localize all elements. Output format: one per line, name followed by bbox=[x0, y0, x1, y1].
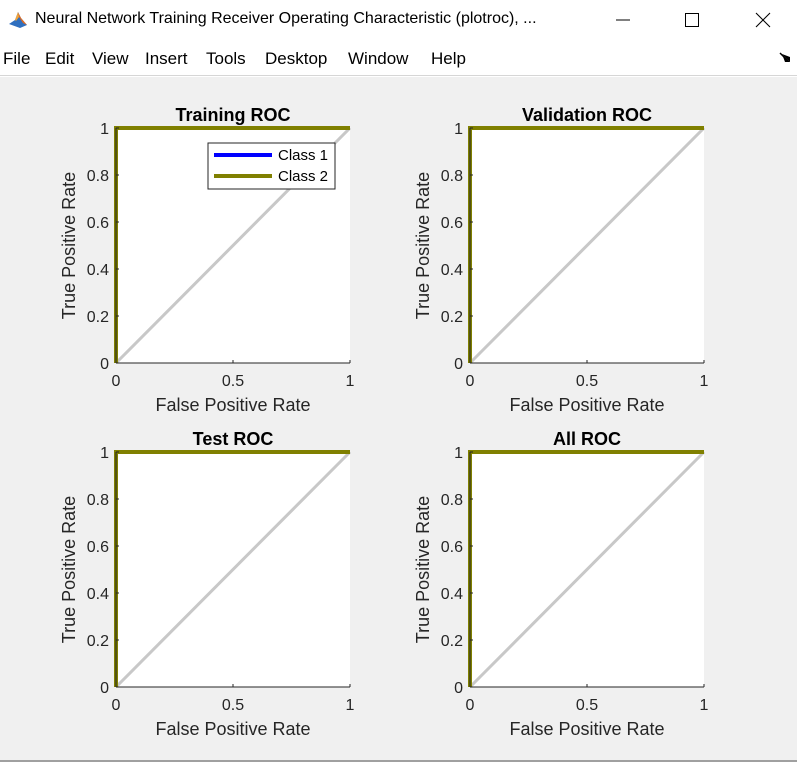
menu-file[interactable]: File bbox=[3, 49, 31, 68]
y-tick-label: 0.6 bbox=[87, 539, 109, 556]
matlab-logo-icon bbox=[7, 9, 29, 31]
menu-desktop[interactable]: Desktop bbox=[265, 49, 328, 68]
y-tick-label: 0 bbox=[454, 680, 463, 697]
y-tick-label: 0.8 bbox=[87, 492, 109, 509]
x-tick-label: 0 bbox=[112, 373, 121, 390]
chart-title: All ROC bbox=[553, 429, 621, 449]
y-axis-label: True Positive Rate bbox=[59, 496, 79, 643]
minimize-icon bbox=[616, 19, 630, 21]
x-axis-label: False Positive Rate bbox=[509, 719, 664, 739]
y-tick-label: 0.4 bbox=[87, 262, 109, 279]
y-tick-label: 0.8 bbox=[87, 168, 109, 185]
close-icon bbox=[755, 12, 771, 28]
chart-title: Validation ROC bbox=[522, 105, 652, 125]
x-tick-label: 0 bbox=[112, 697, 121, 714]
x-tick-label: 0.5 bbox=[222, 373, 244, 390]
legend-label-class-1: Class 1 bbox=[278, 147, 328, 164]
x-axis-label: False Positive Rate bbox=[155, 719, 310, 739]
reference-diagonal-line bbox=[468, 126, 706, 365]
close-button[interactable] bbox=[740, 0, 786, 40]
y-axis-label: True Positive Rate bbox=[413, 172, 433, 319]
chart-title: Training ROC bbox=[175, 105, 290, 125]
x-tick-label: 1 bbox=[346, 697, 355, 714]
legend: Class 1 Class 2 bbox=[207, 142, 336, 190]
minimize-button[interactable] bbox=[600, 0, 646, 40]
window-bottom-edge bbox=[0, 760, 797, 762]
x-tick-label: 0.5 bbox=[576, 373, 598, 390]
y-axis-label: True Positive Rate bbox=[59, 172, 79, 319]
roc-axes-2: 0 0.5 1 0 0.2 0.4 0.6 0.8 1 Validation ROC False P… bbox=[413, 105, 709, 415]
window-title: Neural Network Training Receiver Operati… bbox=[35, 10, 537, 27]
y-tick-label: 0.2 bbox=[87, 309, 109, 326]
y-tick-label: 0.8 bbox=[441, 168, 463, 185]
menu-edit[interactable]: Edit bbox=[45, 49, 75, 68]
y-tick-label: 0 bbox=[454, 356, 463, 373]
reference-diagonal-line bbox=[468, 450, 706, 689]
y-tick-label: 0.4 bbox=[441, 262, 463, 279]
y-tick-label: 0 bbox=[100, 356, 109, 373]
x-tick-label: 0.5 bbox=[576, 697, 598, 714]
x-tick-label: 0.5 bbox=[222, 697, 244, 714]
reference-diagonal-line bbox=[114, 450, 352, 689]
y-tick-label: 0.2 bbox=[441, 633, 463, 650]
legend-label-class-2: Class 2 bbox=[278, 168, 328, 185]
menu-bar: File Edit View Insert Tools Desktop Wind… bbox=[0, 40, 797, 76]
roc-axes-1: 0 0.5 1 0 0.2 0.4 0.6 0.8 1 Training ROC False Pos… bbox=[59, 105, 355, 415]
legend-box bbox=[207, 142, 336, 190]
roc-axes-4: 0 0.5 1 0 0.2 0.4 0.6 0.8 1 All ROC False Positive… bbox=[413, 429, 709, 739]
y-tick-label: 0.2 bbox=[87, 633, 109, 650]
y-tick-label: 0.2 bbox=[441, 309, 463, 326]
y-tick-label: 0.4 bbox=[87, 586, 109, 603]
x-tick-label: 0 bbox=[466, 697, 475, 714]
roc-axes-3: 0 0.5 1 0 0.2 0.4 0.6 0.8 1 Test ROC False Positiv… bbox=[59, 429, 355, 739]
y-tick-label: 0.6 bbox=[441, 215, 463, 232]
menu-view[interactable]: View bbox=[92, 49, 129, 68]
maximize-button[interactable] bbox=[669, 0, 715, 40]
y-tick-label: 1 bbox=[454, 445, 463, 462]
x-axis-label: False Positive Rate bbox=[155, 395, 310, 415]
x-axis-label: False Positive Rate bbox=[509, 395, 664, 415]
y-tick-label: 1 bbox=[454, 121, 463, 138]
x-tick-label: 1 bbox=[346, 373, 355, 390]
maximize-icon bbox=[685, 13, 699, 27]
title-bar: Neural Network Training Receiver Operati… bbox=[0, 0, 797, 40]
menu-window[interactable]: Window bbox=[348, 49, 409, 68]
menu-insert[interactable]: Insert bbox=[145, 49, 188, 68]
y-tick-label: 1 bbox=[100, 121, 109, 138]
menu-help[interactable]: Help bbox=[431, 49, 466, 68]
y-tick-label: 0.6 bbox=[441, 539, 463, 556]
y-tick-label: 0.6 bbox=[87, 215, 109, 232]
x-tick-label: 0 bbox=[466, 373, 475, 390]
menu-tools[interactable]: Tools bbox=[206, 49, 246, 68]
y-axis-label: True Positive Rate bbox=[413, 496, 433, 643]
y-tick-label: 1 bbox=[100, 445, 109, 462]
x-tick-label: 1 bbox=[700, 697, 709, 714]
chart-title: Test ROC bbox=[193, 429, 274, 449]
dock-arrow-icon[interactable] bbox=[779, 52, 791, 64]
y-tick-label: 0.4 bbox=[441, 586, 463, 603]
y-tick-label: 0.8 bbox=[441, 492, 463, 509]
x-tick-label: 1 bbox=[700, 373, 709, 390]
y-tick-label: 0 bbox=[100, 680, 109, 697]
